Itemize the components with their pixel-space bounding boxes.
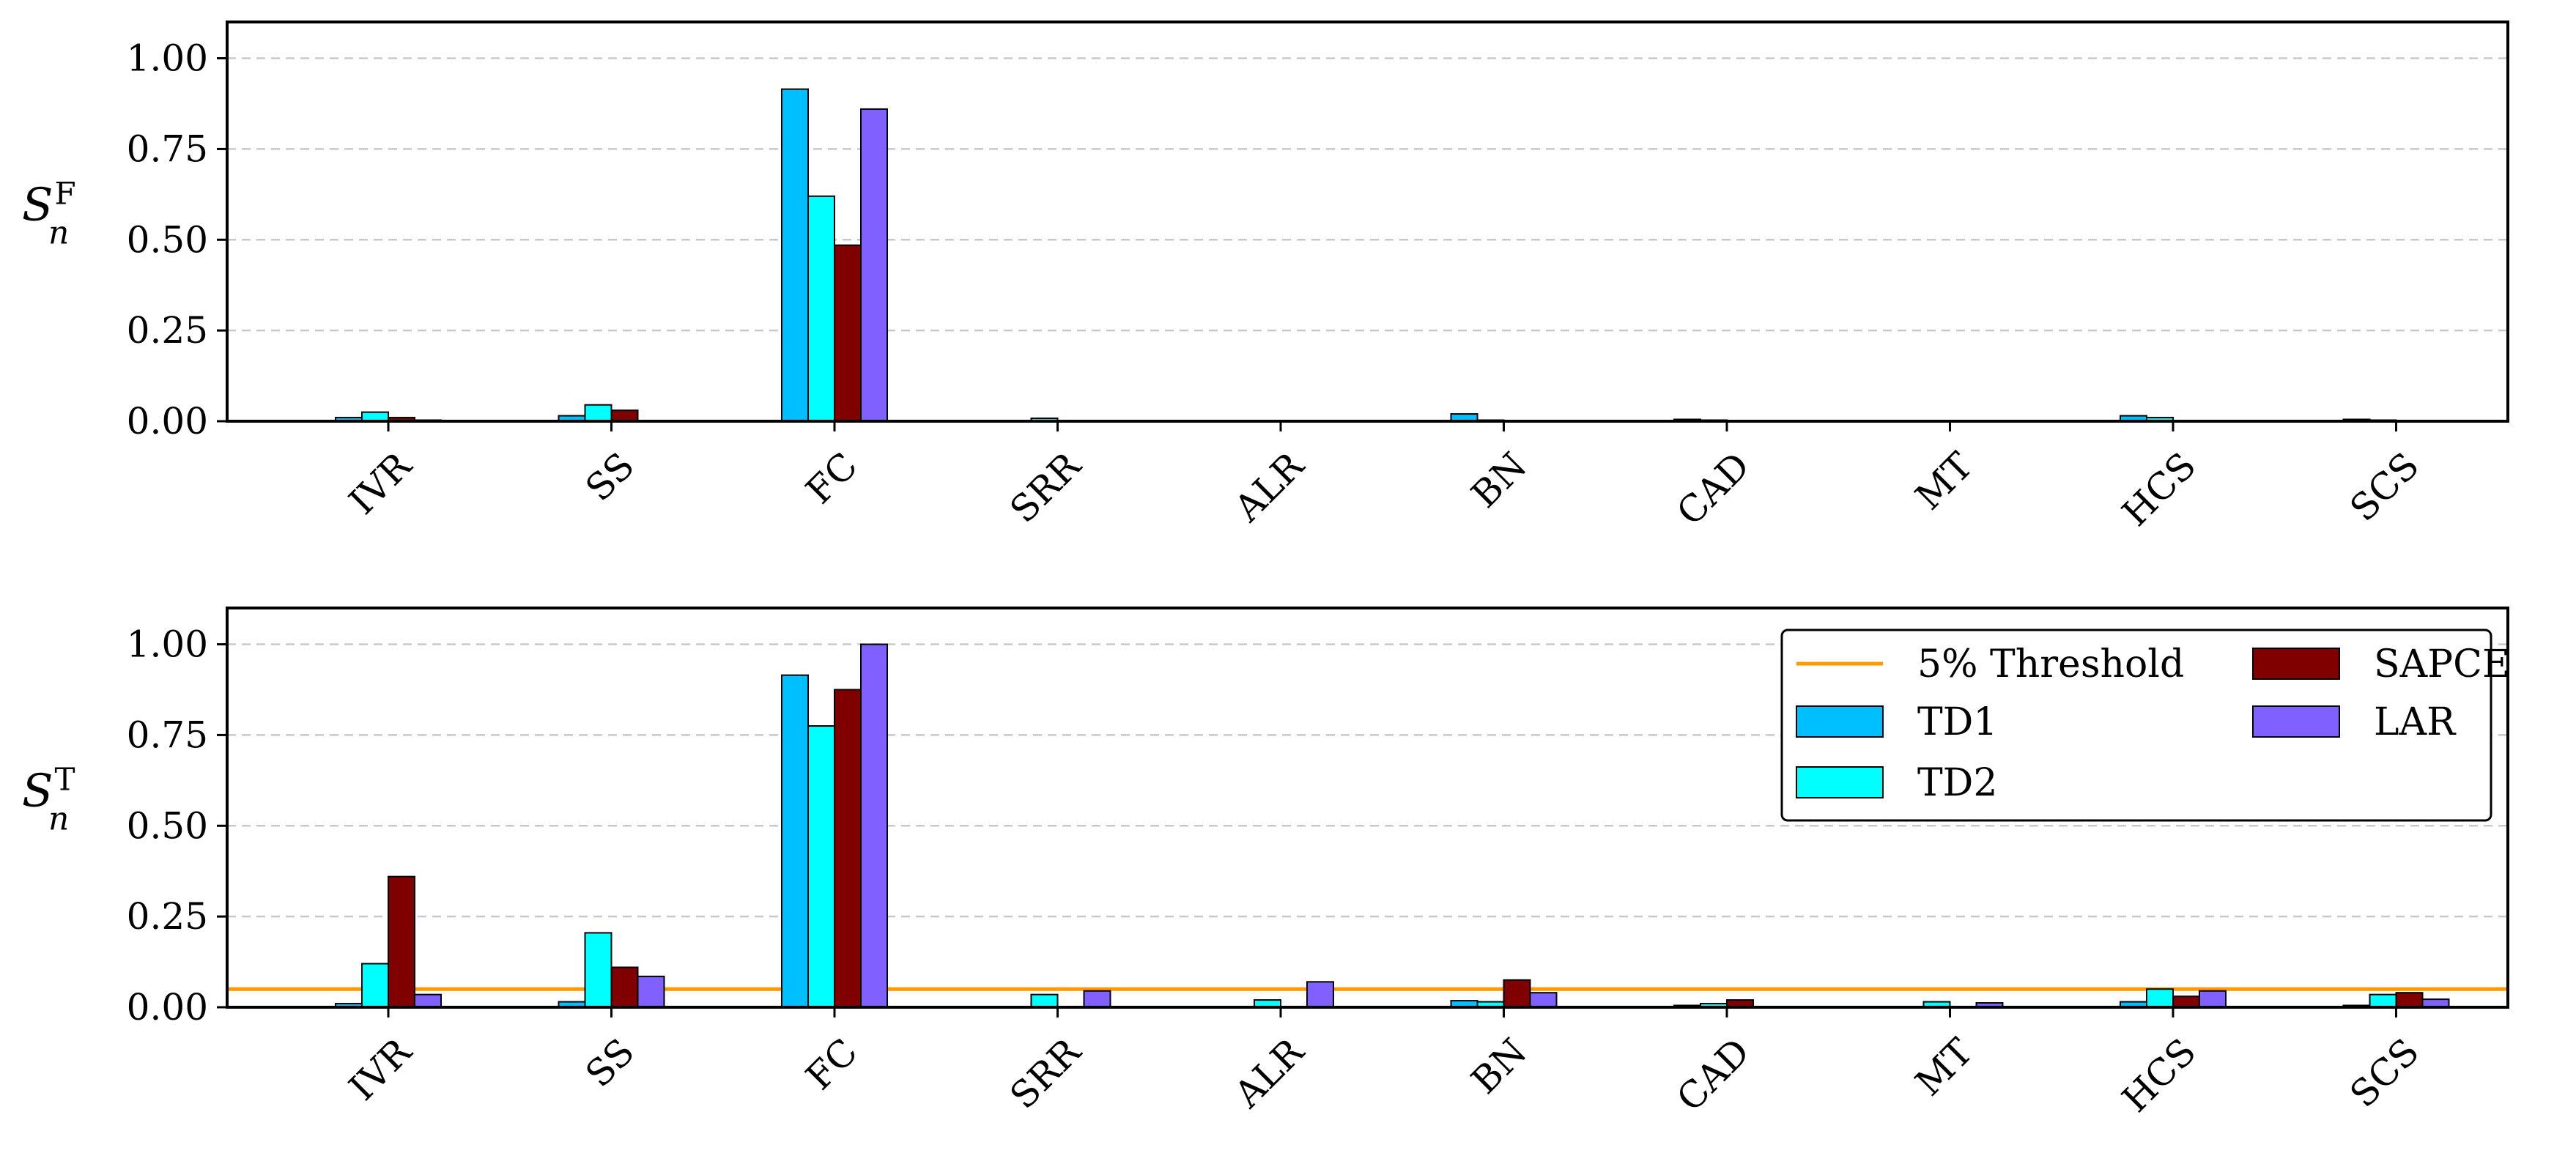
bar-lar-bn xyxy=(1529,992,1558,1008)
bar-sapce-ivr xyxy=(388,875,415,1008)
y-tick-label: 0.00 xyxy=(127,400,208,442)
bar-sapce-ss xyxy=(610,966,639,1008)
bar-lar-hcs xyxy=(2199,990,2227,1009)
x-tick-label: BN xyxy=(1463,444,1535,516)
bar-td2-ss xyxy=(584,932,612,1008)
x-tick-label: IVR xyxy=(341,1030,420,1109)
y-tick-label: 0.50 xyxy=(127,218,208,261)
legend-swatch-td2 xyxy=(1796,766,1884,798)
legend-swatch-lar xyxy=(2252,705,2340,738)
panel-first-order: IVR SS FC SRR ALR BN CAD MT HCS SCS 0.00 0.25 0.50 0.… xyxy=(22,21,2509,535)
ylabel-sup: F xyxy=(54,176,75,212)
bar-lar-fc xyxy=(860,643,888,1009)
y-axis-label: ST xyxy=(22,762,75,818)
x-tick-label: BN xyxy=(1463,1030,1535,1102)
ylabel-sup: T xyxy=(54,762,75,798)
x-tick-label: HCS xyxy=(2114,1030,2204,1120)
bar-lar-srr xyxy=(1083,990,1111,1009)
y-tick-label: 0.25 xyxy=(127,309,208,352)
bar-td1-fc xyxy=(781,674,809,1009)
legend-swatch-td1 xyxy=(1796,705,1884,738)
bar-td2-ivr xyxy=(361,963,389,1008)
x-tick-label: CAD xyxy=(1669,1030,1758,1119)
y-tick-label: 0.25 xyxy=(127,895,208,938)
x-tick-label: SRR xyxy=(1002,1030,1089,1117)
ylabel-main: S xyxy=(22,178,53,231)
legend-label-td1: TD1 xyxy=(1917,700,1997,744)
bar-sapce-ss xyxy=(610,409,639,422)
axes-frame xyxy=(226,607,2509,1009)
legend-swatch-sapce xyxy=(2252,648,2340,680)
x-tick-label: MT xyxy=(1907,1030,1981,1104)
x-tick-label: SCS xyxy=(2342,1030,2427,1116)
bar-td2-hcs xyxy=(2146,988,2174,1009)
x-tick-label: ALR xyxy=(1226,1030,1312,1116)
bar-lar-alr xyxy=(1306,981,1334,1009)
x-tick-label: IVR xyxy=(341,444,420,523)
x-tick-label: HCS xyxy=(2114,444,2204,534)
bar-sapce-bn xyxy=(1503,979,1531,1009)
x-tick-label: SRR xyxy=(1002,444,1089,531)
legend-label-sapce: SAPCE xyxy=(2374,642,2510,686)
bar-td2-fc xyxy=(807,195,835,422)
bar-sapce-scs xyxy=(2395,992,2424,1008)
ylabel-main: S xyxy=(22,764,53,818)
bar-sapce-hcs xyxy=(2172,996,2200,1008)
y-tick-label: 0.75 xyxy=(127,713,208,756)
x-tick-label: MT xyxy=(1907,444,1981,518)
y-axis-label: SF xyxy=(22,176,76,231)
y-tick-label: 1.00 xyxy=(127,37,208,80)
bar-sapce-fc xyxy=(834,689,862,1009)
legend-label-lar: LAR xyxy=(2374,700,2457,744)
bar-lar-ivr xyxy=(414,993,442,1008)
x-tick-label: FC xyxy=(798,444,866,512)
bar-td2-ss xyxy=(584,404,612,422)
x-tick-label: SCS xyxy=(2342,444,2427,530)
bar-lar-ss xyxy=(637,975,665,1008)
bar-td1-fc xyxy=(781,88,809,422)
bar-td2-fc xyxy=(807,725,835,1008)
y-tick-label: 1.00 xyxy=(127,623,208,666)
x-tick-label: FC xyxy=(798,1030,866,1098)
x-tick-label: SS xyxy=(577,1030,643,1095)
x-tick-label: SS xyxy=(577,444,643,509)
bar-sapce-fc xyxy=(834,244,862,423)
legend: 5% Threshold TD1 TD2 SAPCE LAR xyxy=(1780,629,2510,822)
y-tick-label: 0.50 xyxy=(127,804,208,847)
ylabel-sub: n xyxy=(48,215,69,252)
bar-td2-scs xyxy=(2369,993,2397,1008)
legend-label-threshold: 5% Threshold xyxy=(1917,642,2184,686)
bar-lar-fc xyxy=(860,108,888,422)
y-tick-label: 0.00 xyxy=(127,986,208,1028)
y-tick-label: 0.75 xyxy=(127,127,208,170)
axes-frame xyxy=(226,21,2509,423)
x-tick-label: CAD xyxy=(1669,444,1758,533)
ylabel-sub: n xyxy=(48,801,69,838)
legend-label-td2: TD2 xyxy=(1917,761,1997,805)
bar-td2-srr xyxy=(1030,993,1059,1008)
x-tick-label: ALR xyxy=(1226,444,1312,530)
